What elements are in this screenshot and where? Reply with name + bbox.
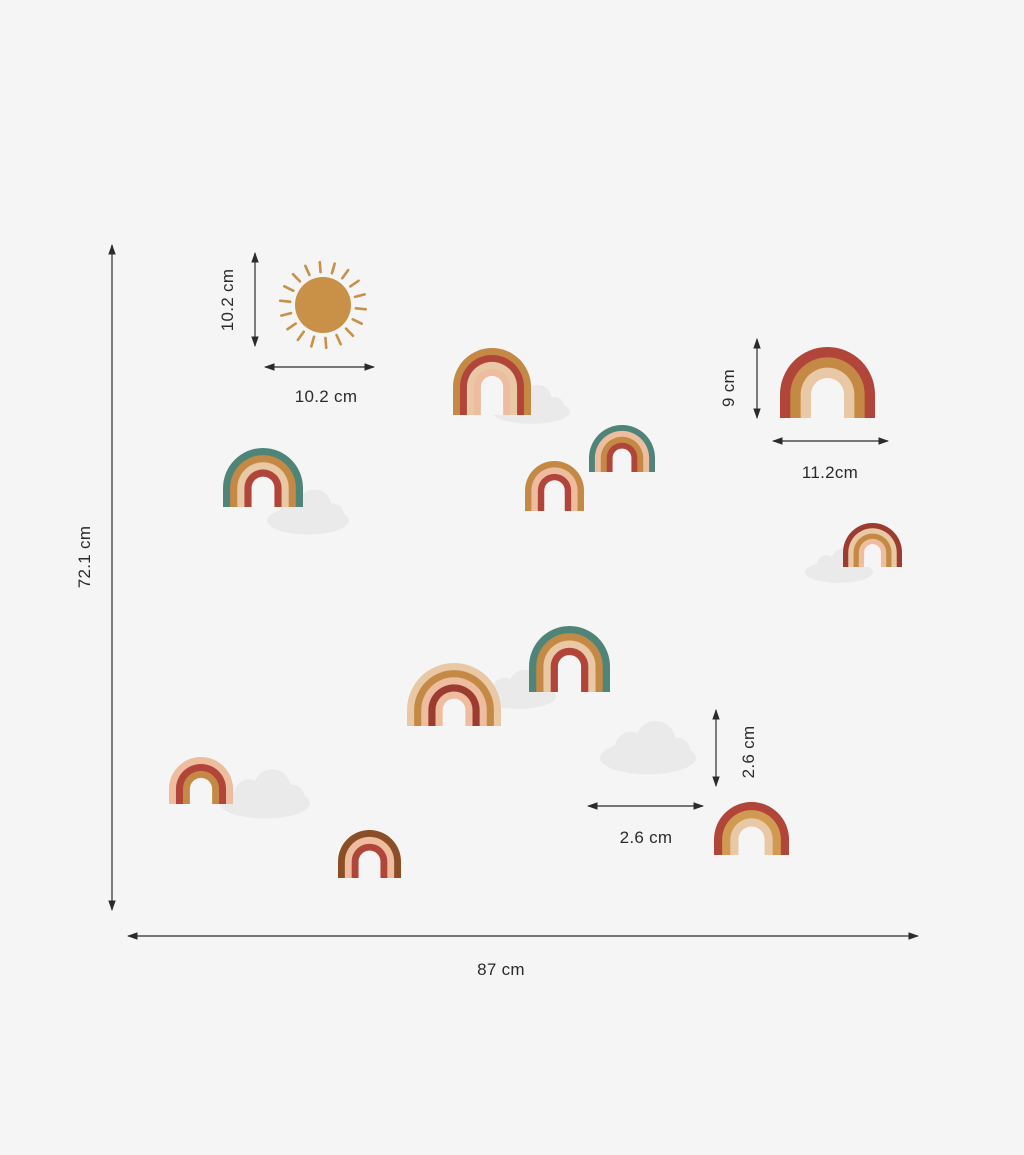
cloud-icon xyxy=(600,720,696,775)
sun-ray xyxy=(351,318,364,325)
rainbow-icon xyxy=(780,347,875,418)
overall-height-label: 72.1 cm xyxy=(75,526,94,589)
sun-ray xyxy=(310,335,316,348)
rainbow-hole xyxy=(251,476,275,507)
rainbow-icon xyxy=(843,523,902,567)
sun-ray xyxy=(291,272,302,283)
rainbow-icon xyxy=(223,448,303,507)
sun-rays xyxy=(278,260,368,350)
overall-width-label: 87 cm xyxy=(477,960,525,979)
sun-disc xyxy=(295,277,351,333)
sun-ray xyxy=(286,322,298,331)
rainbow-hole xyxy=(442,698,466,726)
sun-ray xyxy=(304,264,311,277)
sun-ray xyxy=(278,299,292,304)
sun-ray xyxy=(318,260,322,274)
sun-ray xyxy=(340,268,350,280)
rainbow-hole xyxy=(738,826,765,855)
rainbow-icon xyxy=(525,461,584,511)
rainbow-hole xyxy=(810,377,845,418)
sun-ray xyxy=(330,262,336,275)
large-rainbow-height-label: 9 cm xyxy=(719,369,738,407)
rainbow-icon xyxy=(589,425,655,472)
rainbow-hole xyxy=(864,544,881,567)
rainbow-icon xyxy=(453,348,531,415)
cloud-icon xyxy=(220,769,310,819)
rainbows xyxy=(169,347,902,878)
rainbow-icon xyxy=(169,757,233,804)
dimension-lines xyxy=(108,243,920,940)
rainbow-hole xyxy=(544,480,565,511)
large-rainbow-width-label: 11.2cm xyxy=(802,463,858,482)
sun-icon xyxy=(278,260,368,350)
sun-ray xyxy=(353,293,366,299)
rainbow-icon xyxy=(338,830,401,878)
rainbow-icon xyxy=(529,626,610,692)
sun-width-label: 10.2 cm xyxy=(295,387,358,406)
rainbow-hole xyxy=(480,375,504,415)
small-rainbow-width-label: 2.6 cm xyxy=(620,828,673,847)
rainbow-hole xyxy=(557,654,582,692)
rainbow-icon xyxy=(407,663,501,726)
rainbow-hole xyxy=(358,850,381,878)
sun-ray xyxy=(280,311,293,317)
sun-ray xyxy=(282,285,295,292)
sun-ray xyxy=(344,327,355,338)
sun-ray xyxy=(296,330,306,342)
cloud-icon xyxy=(267,489,349,535)
sun-ray xyxy=(335,333,342,346)
rainbow-hole xyxy=(612,448,632,472)
sun-height-label: 10.2 cm xyxy=(218,269,237,332)
clouds xyxy=(220,384,873,819)
sun-ray xyxy=(348,279,360,288)
sun-ray xyxy=(324,336,328,350)
sun-ray xyxy=(354,306,368,311)
small-rainbow-height-label: 2.6 cm xyxy=(739,726,758,779)
rainbow-hole xyxy=(189,777,213,804)
rainbow-icon xyxy=(714,802,789,855)
